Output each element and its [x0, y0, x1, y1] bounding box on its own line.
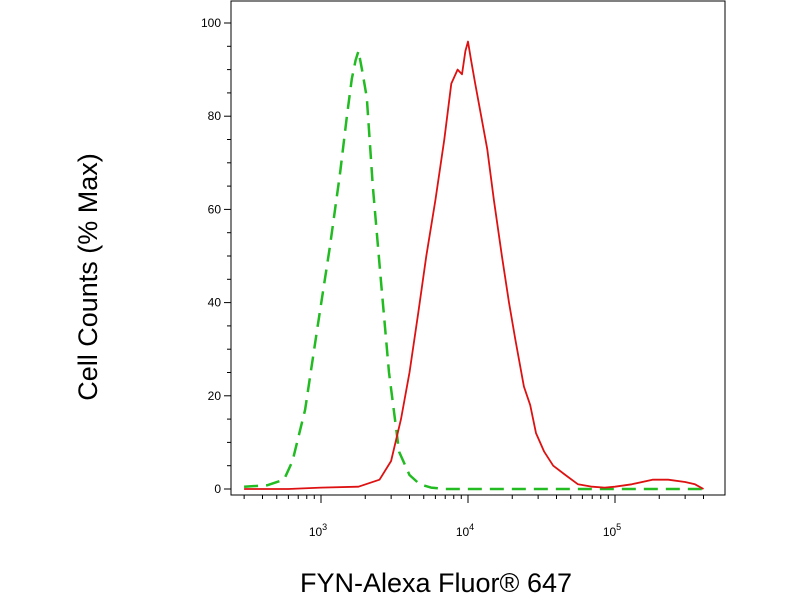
y-axis-label: Cell Counts (% Max) [73, 153, 103, 401]
series-line-fyn [244, 40, 704, 490]
x-axis-label: FYN-Alexa Fluor® 647 [300, 568, 572, 598]
y-tick-label: 20 [208, 389, 222, 403]
x-tick-label: 104 [456, 522, 474, 539]
y-tick-label: 0 [214, 482, 221, 496]
y-tick-label: 60 [208, 202, 222, 216]
y-tick-label: 40 [208, 296, 222, 310]
y-tick-label: 80 [208, 109, 222, 123]
plot-frame [230, 0, 726, 496]
x-tick-label: 103 [309, 522, 327, 539]
x-tick-label: 105 [603, 522, 621, 539]
x-axis: 103 104 105 [243, 495, 705, 539]
y-axis: 0 20 40 60 80 100 [201, 16, 231, 496]
y-tick-label: 100 [201, 16, 221, 30]
series-layer [244, 40, 704, 491]
series-line-control [244, 49, 704, 491]
